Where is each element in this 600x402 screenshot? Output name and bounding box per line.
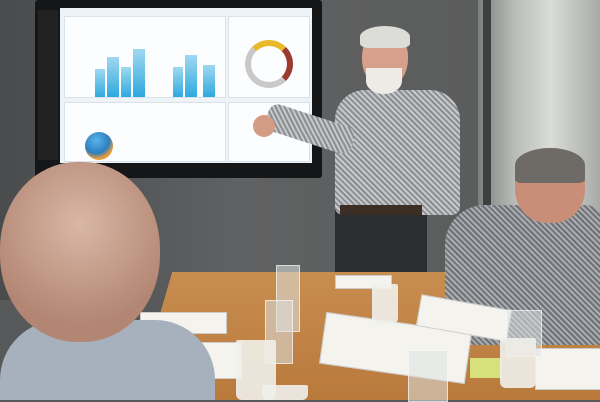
notebook	[535, 348, 600, 390]
presenter-belt	[340, 205, 422, 215]
cup	[262, 385, 308, 400]
bar	[95, 69, 105, 97]
cup	[500, 338, 536, 388]
sticky-notes	[470, 358, 502, 378]
bar	[203, 65, 215, 97]
glass	[408, 350, 448, 402]
cup	[372, 284, 398, 324]
donut-chart	[245, 40, 293, 88]
foreground-man-head	[0, 162, 160, 342]
presenter-hair	[360, 26, 410, 48]
seated-man-hair	[515, 148, 585, 183]
bar	[173, 67, 183, 97]
globe-graphic	[85, 132, 113, 160]
display-sidebar	[38, 10, 58, 160]
presenter-shirt	[335, 90, 460, 215]
presenter-hand	[253, 115, 275, 137]
bar	[133, 49, 145, 97]
bar	[185, 55, 197, 97]
bar-chart-panel	[64, 16, 226, 98]
presenter-beard	[366, 68, 402, 94]
door-frame	[483, 0, 491, 290]
presenter-trousers	[335, 210, 427, 280]
bar	[121, 67, 131, 97]
bar	[107, 57, 119, 97]
